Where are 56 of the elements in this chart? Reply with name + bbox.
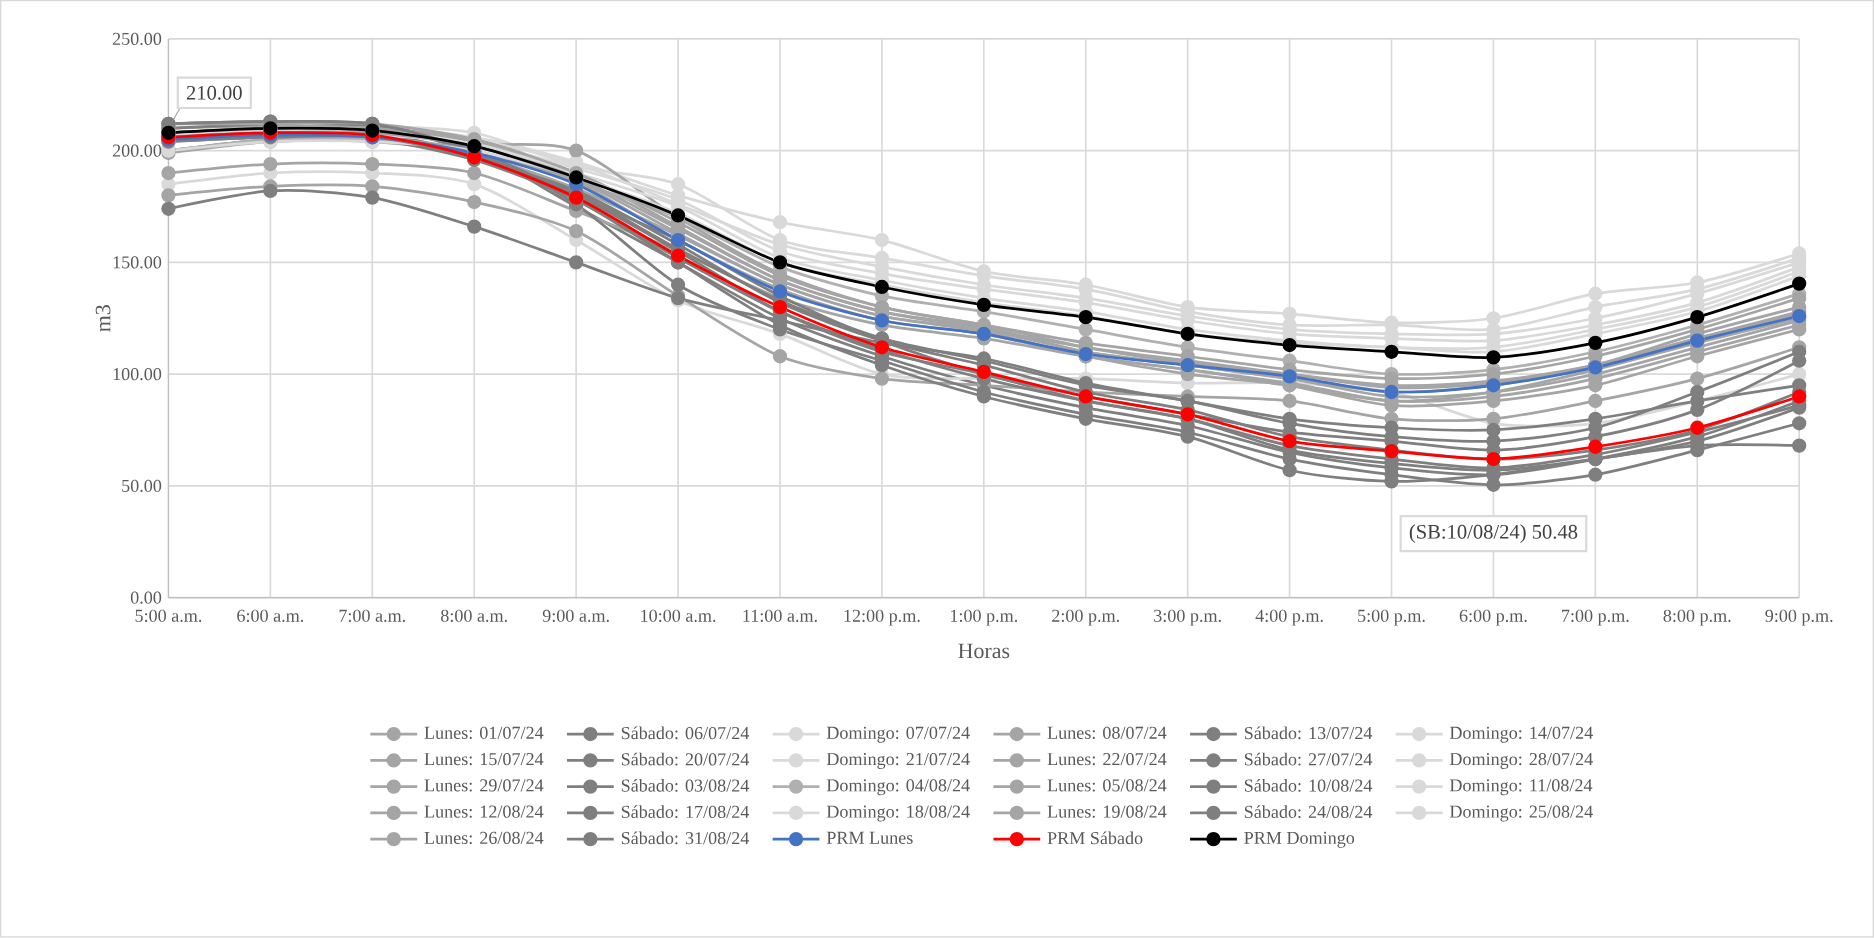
x-tick-label: 6:00 p.m. bbox=[1459, 609, 1527, 626]
legend-label: Lunes: 05/08/24 bbox=[1047, 779, 1167, 792]
x-axis-title: Horas bbox=[958, 643, 1010, 659]
legend-label: Lunes: 26/08/24 bbox=[424, 831, 544, 845]
x-tick-label: 8:00 a.m. bbox=[440, 609, 507, 623]
annotation: (SB:10/08/24) 50.48 bbox=[1409, 524, 1578, 544]
x-tick-label: 11:00 a.m. bbox=[743, 609, 817, 623]
legend-label: Domingo: 18/08/24 bbox=[826, 805, 970, 822]
y-tick-label: 50.00 bbox=[122, 479, 162, 493]
x-tick-label: 1:00 p.m. bbox=[950, 609, 1018, 626]
legend-label: Sábado: 17/08/24 bbox=[621, 805, 750, 819]
legend-label: Sábado: 13/07/24 bbox=[1244, 726, 1373, 740]
legend-label: Domingo: 28/07/24 bbox=[1449, 753, 1593, 770]
legend-label: Domingo: 21/07/24 bbox=[826, 753, 970, 770]
legend-label: Domingo: 25/08/24 bbox=[1449, 805, 1593, 822]
x-tick-label: 12:00 p.m. bbox=[844, 609, 920, 626]
legend-label: Sábado: 31/08/24 bbox=[621, 831, 750, 845]
y-tick-label: 150.00 bbox=[113, 256, 162, 269]
legend-label: Sábado: 27/07/24 bbox=[1244, 752, 1373, 766]
legend-label: Domingo: 04/08/24 bbox=[826, 779, 970, 796]
x-tick-label: 9:00 a.m. bbox=[542, 609, 609, 623]
y-tick-label: 0.00 bbox=[130, 591, 162, 604]
y-axis-title: m3 bbox=[95, 305, 111, 332]
x-tick-label: 2:00 p.m. bbox=[1052, 609, 1119, 626]
legend-label: Domingo: 11/08/24 bbox=[1449, 779, 1593, 796]
y-tick-label: 200.00 bbox=[112, 144, 162, 157]
legend-label: Domingo: 14/07/24 bbox=[1449, 726, 1593, 743]
legend-label: Lunes: 29/07/24 bbox=[424, 779, 544, 792]
x-tick-label: 4:00 p.m. bbox=[1255, 609, 1323, 626]
legend-label: Lunes: 01/07/24 bbox=[424, 726, 544, 740]
x-tick-label: 9:00 p.m. bbox=[1765, 609, 1833, 626]
legend-label: Sábado: 06/07/24 bbox=[621, 726, 750, 740]
legend-label: PRM Domingo bbox=[1244, 831, 1355, 848]
legend-label: PRM Lunes bbox=[826, 832, 913, 845]
legend-label: Sábado: 24/08/24 bbox=[1244, 805, 1373, 819]
x-tick-label: 5:00 a.m. bbox=[135, 609, 202, 623]
x-tick-label: 7:00 a.m. bbox=[339, 609, 405, 623]
legend-label: Lunes: 12/08/24 bbox=[424, 805, 544, 818]
annotation: 210.00 bbox=[186, 85, 242, 100]
legend-label: Lunes: 19/08/24 bbox=[1047, 805, 1167, 818]
legend-label: Sábado: 20/07/24 bbox=[621, 752, 750, 766]
legend-label: Lunes: 22/07/24 bbox=[1047, 753, 1167, 766]
x-tick-label: 5:00 p.m. bbox=[1358, 609, 1425, 626]
x-tick-label: 8:00 p.m. bbox=[1663, 609, 1731, 626]
legend-label: Sábado: 03/08/24 bbox=[621, 779, 750, 792]
x-tick-label: 6:00 a.m. bbox=[237, 609, 304, 623]
legend-label: Domingo: 07/07/24 bbox=[826, 726, 970, 743]
legend-label: Lunes: 08/07/24 bbox=[1047, 726, 1167, 740]
legend-label: Sábado: 10/08/24 bbox=[1244, 779, 1373, 792]
y-tick-label: 250.00 bbox=[112, 32, 162, 46]
y-tick-label: 100.00 bbox=[113, 368, 162, 381]
x-tick-label: 3:00 p.m. bbox=[1154, 609, 1221, 626]
legend-label: PRM Sábado bbox=[1047, 831, 1143, 845]
legend-label: Lunes: 15/07/24 bbox=[424, 753, 544, 766]
x-tick-label: 7:00 p.m. bbox=[1562, 609, 1629, 626]
x-tick-label: 10:00 a.m. bbox=[641, 609, 716, 623]
